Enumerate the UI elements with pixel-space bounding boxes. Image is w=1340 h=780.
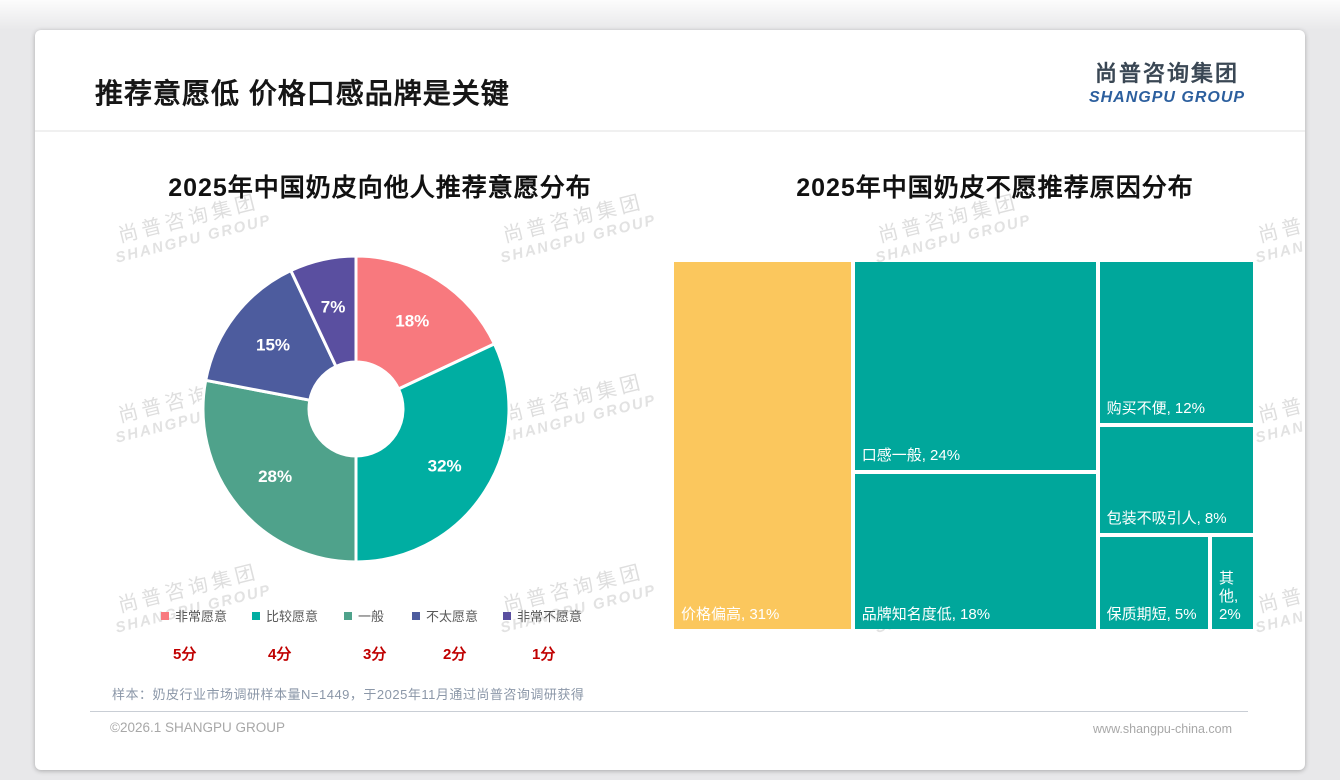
sample-note: 样本：奶皮行业市场调研样本量N=1449，于2025年11月通过尚普咨询调研获得 [112, 687, 585, 702]
donut-slice [354, 254, 496, 391]
legend-score: 5分 [173, 646, 197, 663]
donut-slice-label: 7% [321, 298, 346, 317]
legend-score: 4分 [268, 646, 292, 663]
donut-slice [201, 378, 358, 564]
treemap-cell: 其他, 2% [1212, 536, 1253, 629]
header-divider [35, 130, 1305, 132]
treemap-cell-label: 其他, 2% [1219, 569, 1241, 623]
donut-slice [354, 342, 511, 564]
legend-swatch [503, 611, 511, 620]
footer-divider [90, 711, 1248, 712]
treemap-cell: 保质期短, 5% [1099, 536, 1208, 629]
legend-label: 比较愿意 [266, 609, 319, 624]
legend-score: 2分 [443, 646, 467, 663]
donut-slice [204, 269, 338, 402]
legend-item: 一般 [344, 606, 384, 625]
legend-score: 1分 [532, 646, 556, 663]
treemap-cell-label: 口感一般, 24% [861, 447, 961, 464]
slide-card: 尚普咨询集团 SHANGPU GROUP 尚普咨询集团 SHANGPU GROUP 尚普… [35, 30, 1305, 770]
legend-label: 非常愿意 [175, 609, 228, 624]
legend-swatch [344, 611, 352, 620]
treemap-cell-label: 品牌知名度低, 18% [861, 606, 991, 623]
donut-slice-label: 18% [395, 311, 429, 330]
legend-item: 比较愿意 [252, 606, 318, 625]
treemap-cell: 品牌知名度低, 18% [854, 474, 1096, 629]
treemap-cell: 价格偏高, 31% [674, 262, 851, 629]
donut-slice-label: 28% [258, 467, 292, 486]
company-logo: 尚普咨询集团 SHANGPU GROUP [1087, 56, 1247, 107]
legend-label: 一般 [358, 609, 385, 624]
legend-item: 不太愿意 [412, 606, 478, 625]
donut-chart: 18% 32% 28% 15% 7% [201, 254, 511, 564]
legend-item: 非常不愿意 [503, 606, 582, 625]
treemap-chart: 价格偏高, 31% 口感一般, 24% 品牌知名度低, 18% 购买不便, 12% 包装… [672, 260, 1255, 631]
logo-english: SHANGPU GROUP [1088, 89, 1246, 106]
logo-chinese: 尚普咨询集团 [1094, 61, 1239, 86]
page-title: 推荐意愿低 价格口感品牌是关键 [95, 78, 510, 109]
legend-score: 3分 [363, 646, 387, 663]
treemap-cell-label: 包装不吸引人, 8% [1106, 509, 1227, 527]
treemap-cell: 购买不便, 12% [1099, 262, 1253, 423]
treemap-cell: 包装不吸引人, 8% [1099, 426, 1253, 533]
legend-swatch [412, 611, 420, 620]
legend-item: 非常愿意 [161, 606, 227, 625]
treemap-chart-title: 2025年中国奶皮不愿推荐原因分布 [796, 174, 1194, 202]
legend-swatch [252, 611, 260, 620]
donut-chart-title: 2025年中国奶皮向他人推荐意愿分布 [168, 174, 592, 202]
donut-slice-label: 32% [428, 456, 462, 475]
donut-slice [289, 254, 358, 368]
website-link[interactable]: www.shangpu-china.com [1093, 722, 1232, 736]
copyright-text: ©2026.1 SHANGPU GROUP [110, 720, 286, 735]
treemap-cell: 口感一般, 24% [854, 262, 1096, 470]
treemap-cell-label: 购买不便, 12% [1106, 399, 1205, 417]
donut-slice-label: 15% [256, 336, 290, 355]
legend-label: 不太愿意 [426, 609, 479, 624]
treemap-cell-label: 保质期短, 5% [1106, 605, 1197, 623]
legend-swatch [161, 611, 169, 620]
legend-label: 非常不愿意 [517, 609, 583, 624]
treemap-cell-label: 价格偏高, 31% [681, 606, 780, 623]
